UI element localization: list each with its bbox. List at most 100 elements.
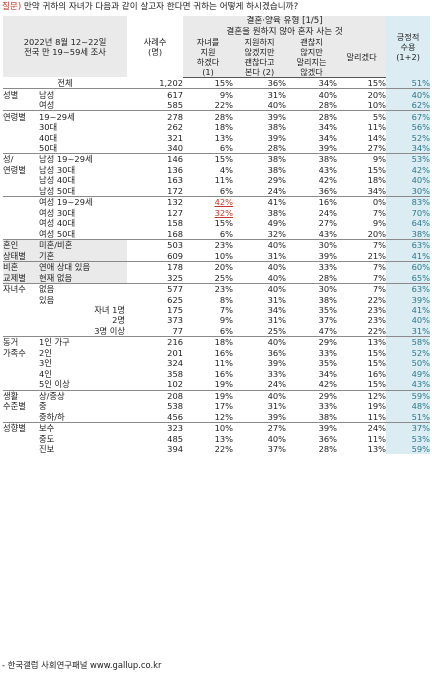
value-cell: 23% bbox=[367, 305, 387, 316]
value-cell: 24% bbox=[267, 185, 287, 196]
question-text: 질문) 만약 귀하의 자녀가 다음과 같이 살고자 한다면 귀하는 어떻게 하시… bbox=[2, 0, 432, 14]
group-label: 상태별 bbox=[3, 250, 39, 262]
option-header-1: 자녀를 지원 하겠다 (1) bbox=[183, 36, 234, 78]
value-cell: 43% bbox=[318, 164, 338, 175]
value-cell: 40% bbox=[267, 433, 287, 444]
value-cell: 20% bbox=[367, 228, 387, 239]
subgroup-label: 남성 50대 bbox=[39, 185, 76, 196]
sample-size-cell: 201 bbox=[167, 347, 184, 358]
table-row: 여성 50대 168 6% 32% 43% 20% 38% bbox=[3, 228, 431, 240]
value-cell: 40% bbox=[267, 100, 287, 111]
subgroup-label: 19~29세 bbox=[39, 110, 128, 122]
value-cell: 7% bbox=[219, 305, 234, 316]
header-row-3: 자녀를 지원 하겠다 (1) 지원하지 않겠지만 괜찮다고 본다 (2) 괜찮지… bbox=[3, 36, 430, 78]
positive-sum-cell: 40% bbox=[386, 88, 431, 100]
value-cell: 22% bbox=[214, 100, 234, 111]
value-cell: 40% bbox=[233, 260, 287, 273]
group-label bbox=[3, 175, 39, 185]
value-cell: 22% bbox=[367, 325, 387, 336]
opt1-l1: 자녀를 bbox=[196, 36, 220, 47]
value-cell: 33% bbox=[318, 401, 338, 412]
question-type-subtitle: 결혼을 원하지 않아 혼자 사는 것 bbox=[183, 26, 387, 37]
option-header-3: 괜찮지 않지만 말리지는 않겠다 bbox=[286, 36, 338, 78]
value-cell: 9% bbox=[183, 88, 234, 100]
subgroup-label: 남성 19~29세 bbox=[39, 153, 128, 165]
positive-sum-cell: 50% bbox=[386, 358, 431, 369]
positive-sum-cell: 53% bbox=[386, 433, 431, 444]
opt3-l1: 괜찮지 bbox=[300, 36, 323, 47]
value-cell: 7% bbox=[337, 282, 387, 295]
value-cell: 28% bbox=[318, 272, 338, 283]
sample-size-header: 사례수 (명) bbox=[127, 16, 184, 78]
group-label bbox=[3, 444, 39, 454]
value-cell: 16% bbox=[214, 347, 234, 358]
value-cell: 39% bbox=[267, 411, 287, 422]
value-cell: 11% bbox=[214, 358, 234, 369]
opt2-l3: 괜찮다고 bbox=[244, 56, 275, 67]
table-row: 성/남성 19~29세 146 15% 38% 38% 9% 53% bbox=[3, 153, 431, 165]
positive-sum-cell: 34% bbox=[386, 142, 431, 154]
group-label bbox=[3, 315, 39, 325]
sum-label-3: (1+2) bbox=[396, 51, 420, 62]
value-cell: 17% bbox=[214, 401, 234, 412]
positive-sum-cell: 60% bbox=[386, 260, 431, 273]
sample-size-cell: 325 bbox=[167, 272, 184, 283]
value-cell: 42% bbox=[183, 196, 234, 208]
subgroup-label: 3명 이상 bbox=[94, 325, 126, 336]
value-cell: 28% bbox=[286, 110, 338, 122]
positive-sum-cell: 42% bbox=[386, 164, 431, 176]
value-cell: 15% bbox=[367, 379, 387, 390]
subgroup-label: 남성 bbox=[39, 88, 128, 100]
positive-sum-cell: 56% bbox=[386, 121, 431, 133]
sample-size-cell: 136 bbox=[167, 164, 184, 175]
value-cell: 28% bbox=[267, 142, 287, 153]
value-cell: 37% bbox=[267, 444, 287, 455]
positive-sum-cell: 70% bbox=[386, 207, 431, 219]
subgroup-label: 여성 40대 bbox=[39, 218, 76, 229]
group-label bbox=[3, 143, 39, 154]
value-cell: 7% bbox=[337, 238, 387, 251]
value-cell: 36% bbox=[318, 185, 338, 196]
subgroup-label: 상/중상 bbox=[39, 389, 128, 401]
positive-sum-cell: 30% bbox=[386, 185, 431, 197]
value-cell: 31% bbox=[267, 250, 287, 261]
value-cell: 33% bbox=[286, 260, 338, 273]
subgroup-label: 중도 bbox=[39, 433, 55, 444]
opt2-l1: 지원하지 bbox=[244, 36, 275, 47]
sample-size-cell: 609 bbox=[167, 250, 184, 261]
value-cell: 40% bbox=[233, 336, 287, 348]
table-row: 생활 상/중상 208 19% 40% 29% 12% 59% bbox=[3, 389, 431, 401]
sample-label: 사례수 bbox=[143, 36, 167, 47]
group-label: 연령별 bbox=[3, 164, 26, 175]
value-cell: 7% bbox=[372, 207, 387, 218]
header-row-1: 2022년 8월 12~22일 전국 만 19~59세 조사 사례수 (명) 결… bbox=[3, 16, 431, 78]
survey-table: 2022년 8월 12~22일 전국 만 19~59세 조사 사례수 (명) 결… bbox=[3, 16, 431, 455]
subgroup-label: 여성 30대 bbox=[39, 207, 76, 218]
opt1-l4: (1) bbox=[202, 66, 214, 77]
table-row: 있음 625 8% 31% 38% 22% 39% bbox=[3, 294, 431, 305]
sample-size-cell: 175 bbox=[167, 305, 184, 316]
group-label: 생활 bbox=[3, 389, 39, 401]
survey-info: 2022년 8월 12~22일 전국 만 19~59세 조사 bbox=[3, 16, 128, 78]
subgroup-label: 남성 40대 bbox=[39, 175, 76, 186]
group-label bbox=[3, 208, 39, 218]
value-cell: 40% bbox=[233, 282, 287, 295]
subgroup-label: 2명 bbox=[112, 315, 126, 326]
value-cell: 12% bbox=[214, 411, 234, 422]
value-cell: 34% bbox=[267, 305, 287, 316]
subgroup-label: 연애 상대 있음 bbox=[39, 260, 128, 273]
value-cell: 29% bbox=[286, 336, 338, 348]
positive-sum-cell: 59% bbox=[386, 443, 431, 455]
group-label: 수준별 bbox=[3, 401, 26, 412]
positive-sum-cell: 62% bbox=[386, 99, 431, 111]
option-header-2: 지원하지 않겠지만 괜찮다고 본다 (2) bbox=[233, 36, 287, 78]
group-label bbox=[3, 305, 39, 315]
sample-size-cell: 577 bbox=[127, 282, 184, 295]
value-cell: 31% bbox=[267, 294, 287, 305]
value-cell: 15% bbox=[337, 77, 387, 90]
group-label bbox=[3, 369, 39, 379]
sum-label-2: 수용 bbox=[400, 41, 416, 52]
sample-size-cell: 132 bbox=[127, 196, 184, 208]
opt2-l4: 본다 (2) bbox=[244, 66, 275, 77]
sample-size-cell: 1,202 bbox=[127, 77, 184, 90]
